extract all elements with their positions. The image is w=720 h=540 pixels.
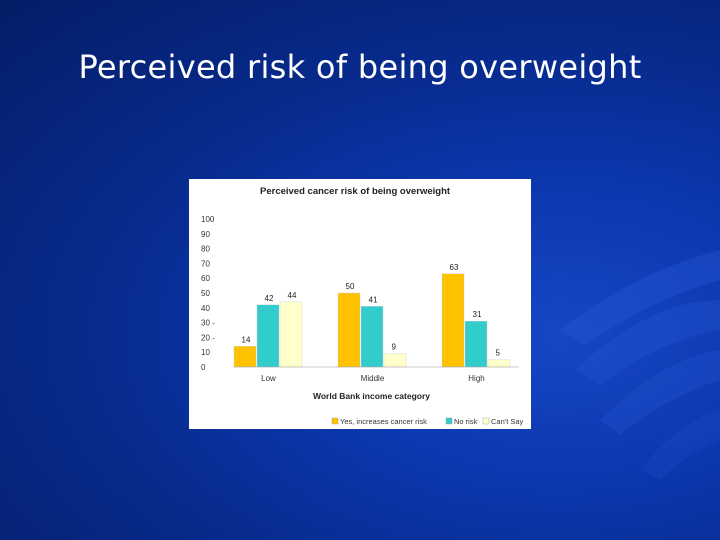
bar-low-series-1: [233, 346, 257, 368]
x-axis-label: World Bank income category: [313, 391, 430, 401]
category-labels: Low Middle High: [261, 374, 485, 383]
category-label-low: Low: [261, 374, 276, 383]
bar-high-series-3: [487, 359, 511, 368]
bar-low-series-2: [256, 304, 280, 368]
bar-low-series-3: [279, 301, 303, 368]
legend-swatch-3: [482, 417, 490, 425]
data-label: 50: [346, 282, 355, 291]
y-tick-label: 50: [201, 289, 210, 298]
chart-panel: Perceived cancer risk of being overweigh…: [189, 179, 531, 429]
category-label-middle: Middle: [361, 374, 385, 383]
data-label: 5: [496, 349, 501, 358]
data-label: 63: [450, 263, 459, 272]
y-tick-label: 80: [201, 245, 210, 254]
y-axis-ticks: 0 10 20 - 30 - 40 50 60 70 80 90 100: [201, 215, 215, 372]
bar-chart: Perceived cancer risk of being overweigh…: [201, 186, 524, 426]
bar-high-series-2: [464, 320, 488, 368]
category-label-high: High: [468, 374, 484, 383]
data-label: 31: [473, 310, 482, 319]
bars: [233, 273, 511, 368]
data-label: 41: [369, 295, 378, 304]
legend-entry-2: No risk: [454, 417, 478, 426]
data-label: 14: [242, 335, 251, 344]
y-tick-label: 60: [201, 274, 210, 283]
legend-swatch-1: [331, 417, 339, 425]
legend-entry-3: Can't Say: [491, 417, 524, 426]
y-tick-label: 100: [201, 215, 215, 224]
slide-title: Perceived risk of being overweight: [78, 48, 642, 86]
bar-high-series-1: [441, 273, 465, 368]
data-labels: 14 42 44 50 41 9 63 31 5: [242, 263, 501, 358]
y-tick-label: 30 -: [201, 319, 215, 328]
legend-entry-1: Yes, increases cancer risk: [340, 417, 427, 426]
y-tick-label: 0: [201, 363, 206, 372]
legend-swatch-2: [445, 417, 453, 425]
y-tick-label: 40: [201, 304, 210, 313]
data-label: 44: [288, 291, 297, 300]
bar-middle-series-1: [337, 292, 361, 368]
legend: Yes, increases cancer risk No risk Can't S…: [331, 417, 524, 426]
bar-middle-series-3: [383, 353, 407, 368]
y-tick-label: 90: [201, 230, 210, 239]
y-tick-label: 70: [201, 259, 210, 268]
data-label: 9: [392, 343, 397, 352]
data-label: 42: [265, 294, 274, 303]
bar-middle-series-2: [360, 306, 384, 368]
y-tick-label: 10: [201, 348, 210, 357]
chart-title: Perceived cancer risk of being overweigh…: [260, 186, 451, 197]
y-tick-label: 20 -: [201, 333, 215, 342]
